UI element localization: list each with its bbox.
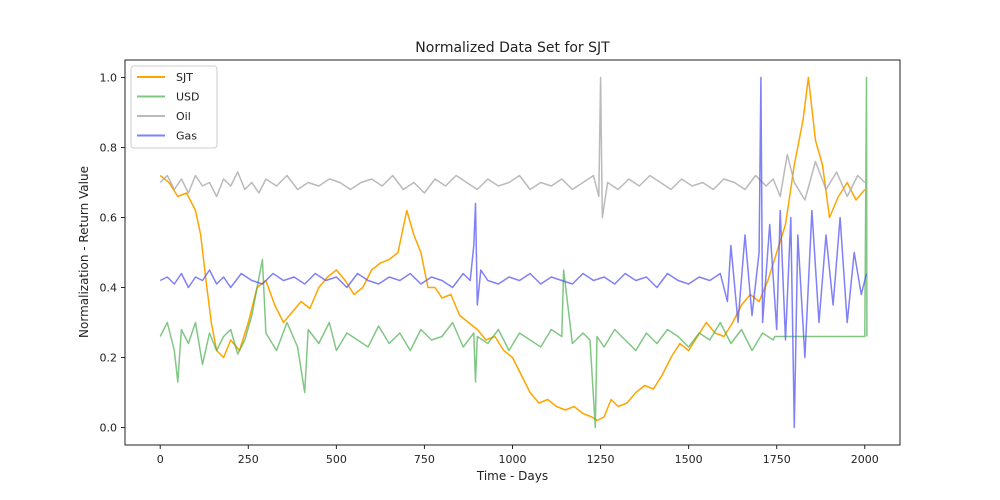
x-tick-label: 500	[326, 453, 347, 466]
y-axis-ticks: 0.0 0.2 0.4 0.6 0.8 1.0	[100, 72, 125, 435]
y-tick-label: 1.0	[100, 72, 118, 85]
x-tick-label: 1000	[499, 453, 527, 466]
legend-label-gas: Gas	[176, 130, 197, 143]
x-axis-label: Time - Days	[476, 469, 548, 483]
x-tick-label: 250	[238, 453, 259, 466]
chart-title: Normalized Data Set for SJT	[415, 40, 610, 56]
legend-label-sjt: SJT	[176, 71, 193, 84]
legend: SJT USD Oil Gas	[130, 65, 218, 149]
legend-label-usd: USD	[176, 91, 200, 104]
series-line-gas	[159, 76, 868, 429]
series-line-sjt	[159, 76, 866, 422]
y-axis-label: Normalization - Return Value	[77, 166, 91, 338]
legend-box	[130, 65, 218, 149]
x-tick-label: 2000	[851, 453, 879, 466]
y-tick-label: 0.0	[100, 422, 118, 435]
series-line-usd	[159, 76, 868, 429]
x-tick-label: 0	[157, 453, 164, 466]
y-tick-label: 0.2	[100, 352, 118, 365]
plot-area	[124, 59, 901, 446]
series-line-oil	[159, 76, 866, 219]
x-axis-ticks: 0 250 500 750 1000 1250 1500 1750 2000	[157, 445, 879, 466]
y-tick-label: 0.6	[100, 212, 118, 225]
x-tick-label: 1500	[675, 453, 703, 466]
series-layer	[159, 76, 868, 429]
y-tick-label: 0.4	[100, 282, 118, 295]
legend-label-oil: Oil	[176, 110, 191, 123]
y-tick-label: 0.8	[100, 142, 118, 155]
x-tick-label: 750	[414, 453, 435, 466]
x-tick-label: 1250	[587, 453, 615, 466]
x-tick-label: 1750	[763, 453, 791, 466]
